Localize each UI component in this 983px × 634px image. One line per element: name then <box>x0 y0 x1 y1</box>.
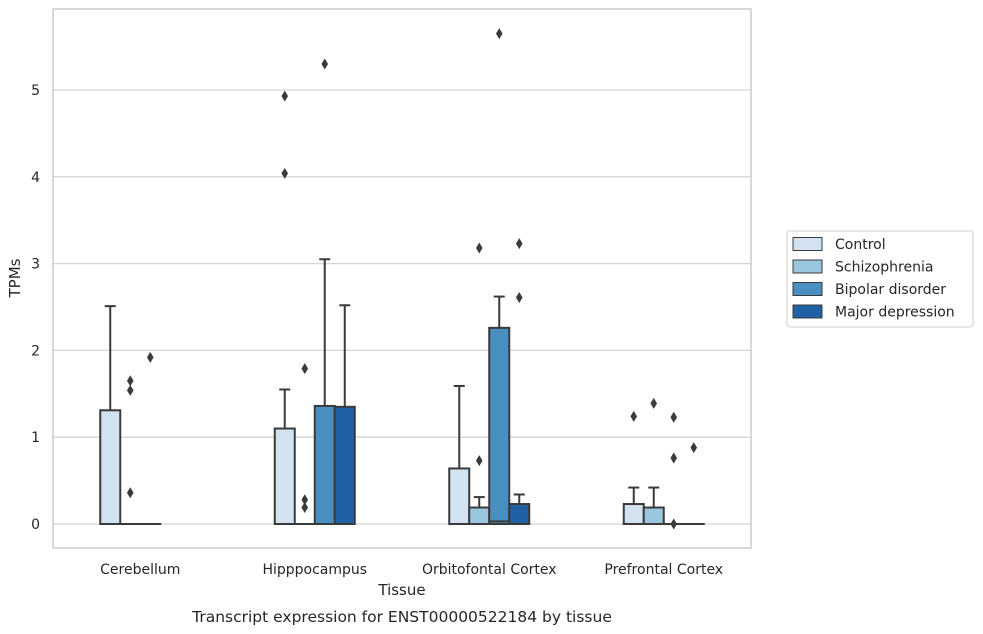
box-3-1 <box>333 304 356 526</box>
box-body <box>313 404 336 525</box>
legend-swatch <box>792 237 823 251</box>
outlier-marker <box>301 502 309 514</box>
y-tick-label: 3 <box>31 257 40 273</box>
box-1-1 <box>293 363 316 526</box>
box-body <box>622 503 645 526</box>
box-2-0 <box>139 351 162 526</box>
box-1-3 <box>642 397 665 525</box>
outlier-marker <box>690 442 698 454</box>
box-body <box>488 326 511 525</box>
box-1-2 <box>468 242 491 525</box>
outlier-marker <box>321 58 329 70</box>
outlier-marker <box>650 397 658 409</box>
outlier-marker <box>670 518 678 530</box>
legend-swatch <box>792 259 823 274</box>
outlier-marker <box>515 238 523 250</box>
x-axis-title: Tissue <box>377 581 425 599</box>
box-body <box>642 506 665 525</box>
box-body <box>333 405 356 526</box>
legend-swatch <box>792 282 823 296</box>
legend-label: Major depression <box>835 305 955 321</box>
x-tick-label: Orbitofontal Cortex <box>422 562 557 578</box>
box-2-2 <box>488 28 511 525</box>
outlier-marker <box>126 384 134 396</box>
legend-label: Bipolar disorder <box>835 282 946 298</box>
outlier-marker <box>126 375 134 387</box>
legend-swatch <box>792 304 823 319</box>
outlier-marker <box>475 455 483 467</box>
y-tick-label: 0 <box>31 517 40 533</box>
box-body <box>99 409 122 525</box>
legend-label: Control <box>835 237 886 253</box>
legend-label: Schizophrenia <box>835 260 933 276</box>
y-tick-label: 5 <box>31 83 40 99</box>
y-tick-label: 1 <box>31 430 40 446</box>
box-body <box>448 467 471 525</box>
outlier-marker <box>126 487 134 499</box>
y-tick-label: 2 <box>31 343 40 359</box>
outlier-marker <box>515 291 523 303</box>
box-3-3 <box>682 442 705 526</box>
box-0-3 <box>622 410 645 526</box>
box-body <box>508 503 531 526</box>
box-1-0 <box>119 375 142 526</box>
legend-frame <box>786 230 974 328</box>
box-0-1 <box>273 90 296 525</box>
chart-caption: Transcript expression for ENST0000052218… <box>191 608 612 626</box>
y-axis: 0 1 2 3 4 5 <box>31 83 40 533</box>
outlier-marker <box>146 351 154 363</box>
outlier-marker <box>301 494 309 506</box>
outlier-marker <box>670 411 678 423</box>
outlier-marker <box>495 28 503 40</box>
outlier-marker <box>670 452 678 464</box>
x-tick-label: Cerebellum <box>100 562 180 578</box>
outlier-marker <box>630 410 638 422</box>
x-tick-label: Prefrontal Cortex <box>604 562 723 578</box>
y-axis-title: TPMs <box>6 258 24 298</box>
outlier-marker <box>281 167 289 179</box>
x-tick-label: Hipppocampus <box>262 562 367 578</box>
plot-area <box>99 28 705 530</box>
box-2-3 <box>662 411 685 530</box>
box-0-2 <box>448 384 471 525</box>
outlier-marker <box>301 363 309 375</box>
box-body <box>468 506 491 525</box>
box-2-1 <box>313 58 336 525</box>
box-body <box>273 427 296 525</box>
y-tick-label: 4 <box>31 170 40 186</box>
gridlines <box>53 89 751 525</box>
box-3-2 <box>508 238 531 526</box>
outlier-marker <box>281 90 289 102</box>
x-axis: Cerebellum Hipppocampus Orbitofontal Corte… <box>100 562 723 578</box>
outlier-marker <box>475 242 483 254</box>
legend: Control Schizophrenia Bipolar disorder Majo… <box>786 230 974 328</box>
box-0-0 <box>99 305 122 525</box>
plot-frame <box>52 8 752 549</box>
